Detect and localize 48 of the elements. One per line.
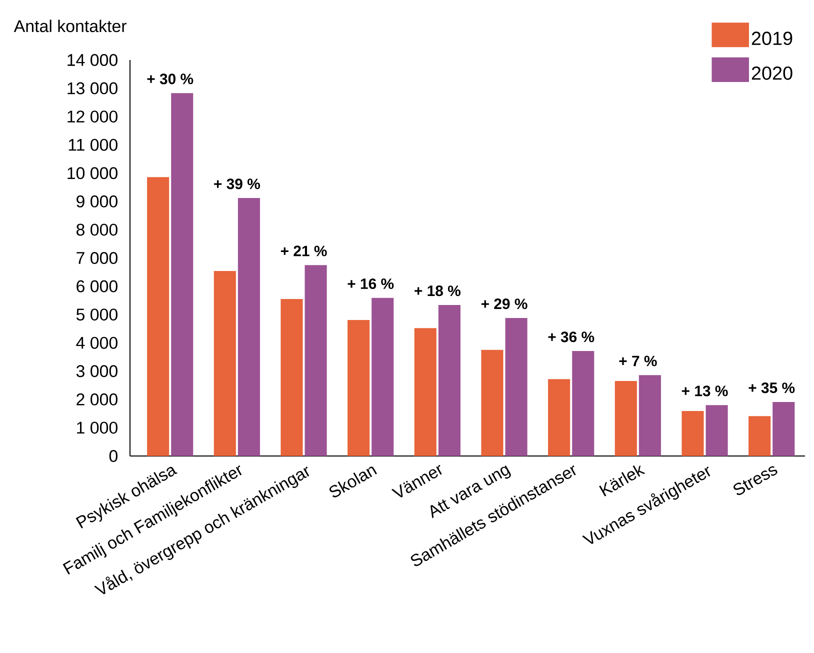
bar [214, 271, 236, 456]
annotation: + 36 % [548, 332, 594, 342]
legend-label: 2020 [752, 66, 792, 80]
annotation: + 30 % [147, 74, 194, 84]
bar [748, 416, 771, 456]
bar [280, 299, 303, 456]
bar [414, 328, 436, 456]
bar [372, 298, 394, 456]
y-tick-label: 11 000 [68, 138, 118, 151]
bar [772, 402, 795, 456]
annotation: + 18 % [414, 286, 460, 296]
bar [171, 93, 194, 456]
y-tick-label: 9 000 [76, 195, 118, 208]
annotation: + 13 % [682, 386, 728, 396]
y-tick-label: 7 000 [76, 252, 118, 264]
annotation: + 7 % [619, 356, 657, 366]
bar [147, 177, 170, 456]
y-tick-label: 13 000 [68, 82, 118, 94]
bar [682, 411, 704, 456]
y-tick-label: 0 [109, 450, 118, 462]
bar [638, 375, 661, 456]
annotation: + 29 % [481, 298, 528, 310]
bar [572, 351, 594, 456]
annotation: + 16 % [348, 278, 394, 290]
y-tick-label: 1 000 [77, 422, 118, 434]
y-tick-label: 8 000 [76, 224, 118, 236]
bar [438, 304, 460, 456]
annotation: + 21 % [280, 246, 327, 256]
bar [304, 265, 327, 456]
bar [706, 405, 728, 456]
y-tick-label: 2 000 [76, 393, 118, 406]
y-tick-label: 14 000 [68, 54, 118, 66]
y-tick-label: 4 000 [76, 336, 118, 349]
bar [548, 379, 570, 456]
legend-label: 2019 [752, 32, 792, 46]
bar [505, 318, 528, 456]
annotation: + 39 % [214, 178, 260, 190]
bar [238, 198, 260, 456]
y-tick-label: 10 000 [68, 167, 118, 180]
bar [614, 381, 637, 456]
y-tick-label: 6 000 [76, 280, 118, 292]
bar [481, 350, 504, 456]
y-tick-label: 5 000 [76, 308, 118, 321]
bar [348, 320, 370, 456]
y-axis-title: Antal kontakter [14, 20, 127, 32]
y-tick-label: 3 000 [76, 365, 118, 378]
y-tick-label: 12 000 [68, 110, 118, 123]
annotation: + 35 % [748, 382, 795, 394]
